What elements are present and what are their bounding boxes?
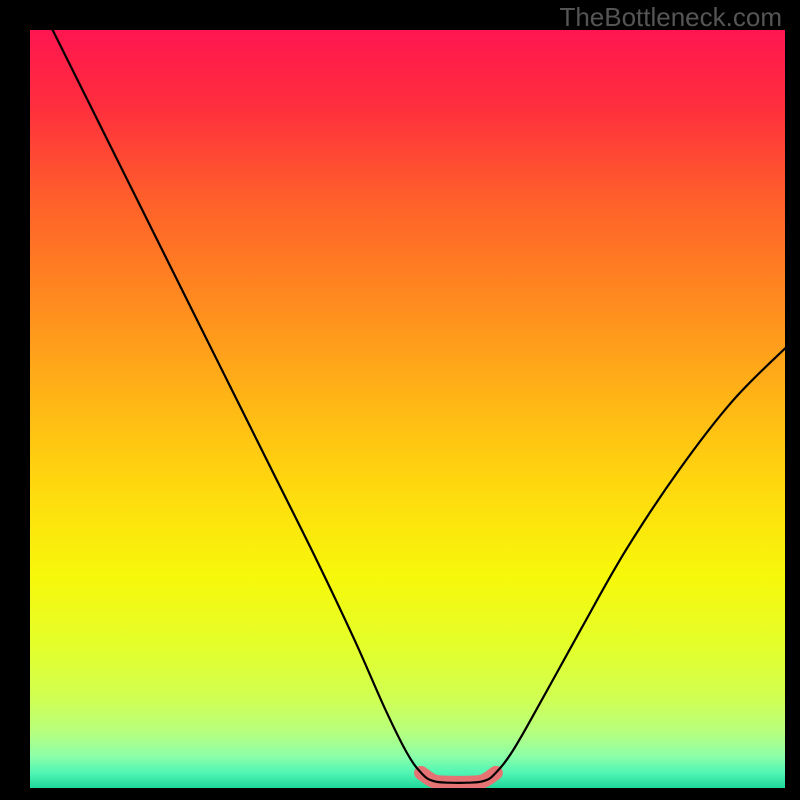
frame-border-bottom — [0, 788, 800, 800]
chart-stage: TheBottleneck.com — [0, 0, 800, 800]
gradient-background — [30, 30, 785, 788]
frame-border-right — [785, 0, 800, 800]
watermark-text: TheBottleneck.com — [559, 2, 782, 33]
bottleneck-chart — [0, 0, 800, 800]
frame-border-left — [0, 0, 30, 800]
